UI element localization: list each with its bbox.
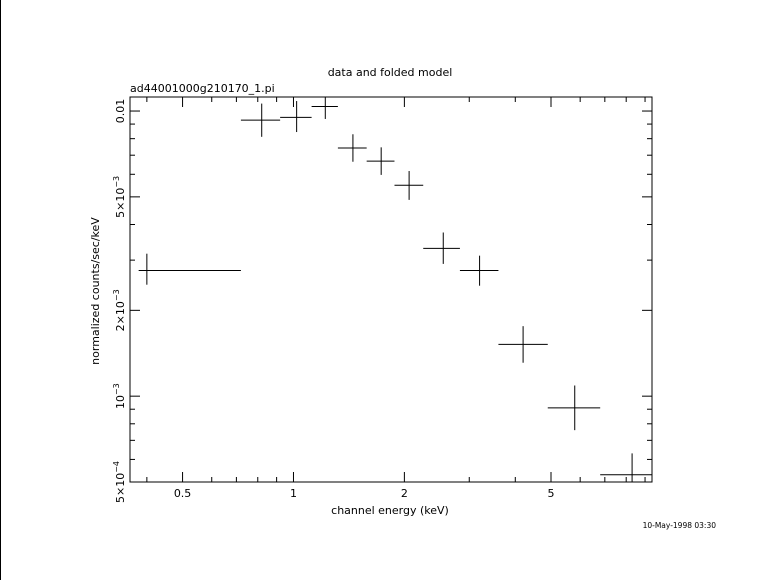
data-point	[423, 232, 460, 264]
data-point	[138, 253, 241, 285]
plot-frame	[129, 96, 653, 483]
data-points	[138, 97, 652, 482]
chart-subtitle: ad44001000g210170_1.pi	[130, 82, 275, 95]
data-point	[600, 453, 652, 482]
y-tick-label: 0.01	[114, 99, 127, 124]
svg-text:0.01: 0.01	[114, 99, 127, 124]
data-point	[547, 385, 601, 431]
x-axis-title: channel energy (keV)	[331, 504, 449, 517]
data-point	[459, 255, 499, 286]
y-tick-base: 10	[114, 395, 127, 409]
chart-title: data and folded model	[328, 66, 453, 79]
data-point	[498, 326, 548, 363]
data-point	[337, 134, 367, 162]
x-tick-label: 0.5	[174, 487, 192, 500]
window-left-edge	[0, 0, 1, 580]
y-tick-base: 2×10	[114, 301, 127, 331]
y-tick-label: 10−3	[112, 383, 127, 409]
y-tick-base: 0.01	[114, 99, 127, 124]
svg-text:2×10−3: 2×10−3	[112, 289, 127, 331]
data-point	[240, 103, 281, 137]
x-tick-label: 5	[547, 487, 554, 500]
x-tick-label: 2	[401, 487, 408, 500]
y-tick-exponent: −3	[112, 289, 121, 301]
y-tick-label: 2×10−3	[112, 289, 127, 331]
y-tick-label: 5×10−4	[112, 461, 127, 503]
y-tick-base: 5×10	[114, 188, 127, 218]
data-point	[366, 147, 395, 175]
y-tick-label: 5×10−3	[112, 176, 127, 218]
svg-text:5×10−3: 5×10−3	[112, 176, 127, 218]
timestamp-label: 10-May-1998 03:30	[643, 521, 717, 530]
y-tick-exponent: −3	[112, 176, 121, 188]
data-point	[311, 97, 338, 119]
data-point	[280, 101, 312, 133]
data-point	[394, 171, 424, 200]
y-tick-exponent: −3	[112, 383, 121, 395]
svg-text:5×10−4: 5×10−4	[112, 461, 127, 503]
axis-tick-labels: 0.5 1 2 55×10−410−32×10−35×10−30.01	[112, 99, 554, 503]
y-tick-exponent: −4	[112, 461, 121, 473]
svg-text:10−3: 10−3	[112, 383, 127, 409]
y-tick-base: 5×10	[114, 473, 127, 503]
y-axis-title: normalized counts/sec/keV	[89, 217, 102, 365]
x-tick-label: 1	[290, 487, 297, 500]
axis-ticks	[130, 97, 652, 483]
